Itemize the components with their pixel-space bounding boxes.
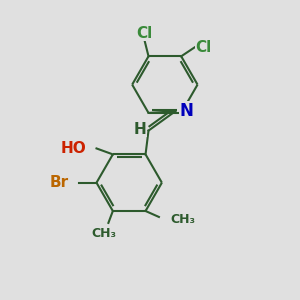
Text: Cl: Cl: [195, 40, 212, 55]
Text: Br: Br: [49, 175, 68, 190]
Text: H: H: [133, 122, 146, 136]
Text: CH₃: CH₃: [170, 213, 195, 226]
Text: HO: HO: [60, 141, 86, 156]
Text: CH₃: CH₃: [92, 227, 116, 240]
Text: Cl: Cl: [136, 26, 152, 40]
Text: N: N: [180, 102, 194, 120]
